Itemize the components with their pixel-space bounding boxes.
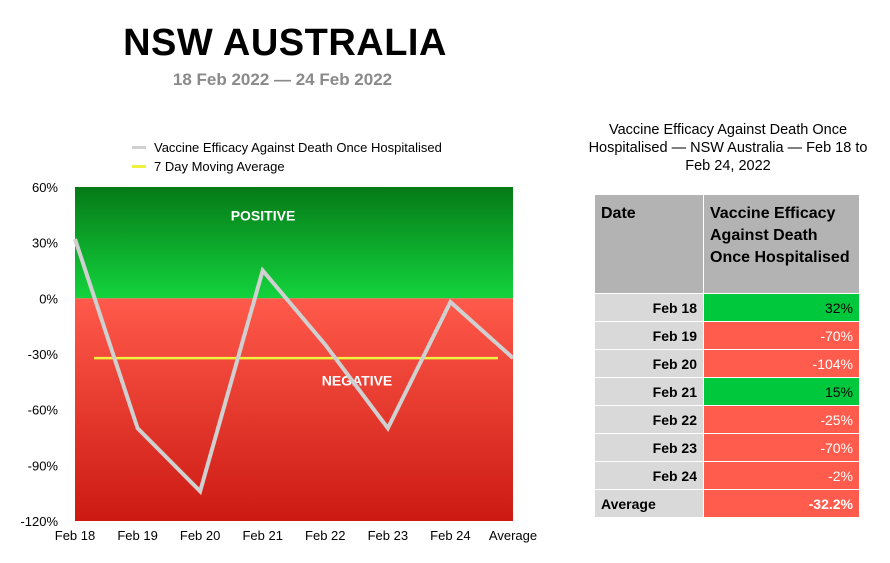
x-tick-label: Average [489,528,537,543]
legend-swatch-moving-average [132,165,146,168]
band-negative [75,298,513,521]
legend-label-efficacy: Vaccine Efficacy Against Death Once Hosp… [154,140,442,155]
legend-entry-efficacy: Vaccine Efficacy Against Death Once Hosp… [132,138,442,157]
band-positive [75,187,513,299]
average-label: Average [594,489,704,518]
row-efficacy-value: -104% [703,349,860,378]
row-date: Feb 24 [594,461,704,490]
table-row: Feb 23 -70% [594,433,860,462]
row-efficacy-value: -2% [703,461,860,490]
x-tick-label: Feb 21 [242,528,282,543]
header-date: Date [594,194,704,294]
table-header-row: Date Vaccine Efficacy Against Death Once… [594,194,860,294]
row-date: Feb 22 [594,405,704,434]
table-row: Feb 18 32% [594,293,860,322]
average-value: -32.2% [703,489,860,518]
y-tick-label: -60% [28,403,59,418]
row-efficacy-value: 32% [703,293,860,322]
efficacy-series-line [73,238,515,496]
x-tick-label: Feb 24 [430,528,470,543]
legend-entry-moving-average: 7 Day Moving Average [132,157,442,176]
y-tick-label: -90% [28,458,59,473]
row-efficacy-value: 15% [703,377,860,406]
table-average-row: Average -32.2% [594,489,860,518]
x-tick-label: Feb 20 [180,528,220,543]
table-title: Vaccine Efficacy Against Death Once Hosp… [588,122,868,174]
row-efficacy-value: -70% [703,433,860,462]
date-range-subtitle: 18 Feb 2022 — 24 Feb 2022 [172,70,393,89]
line-chart: POSITIVE NEGATIVE 60% 30% 0% -30% -60% -90% -120… [20,180,537,543]
x-tick-label: Feb 19 [117,528,157,543]
header-efficacy: Vaccine Efficacy Against Death Once Hosp… [703,194,860,294]
y-tick-label: -30% [28,347,59,362]
row-date: Feb 19 [594,321,704,350]
chart-legend: Vaccine Efficacy Against Death Once Hosp… [132,138,442,176]
legend-swatch-efficacy [132,146,146,149]
y-tick-label: 0% [39,291,58,306]
row-efficacy-value: -25% [703,405,860,434]
row-date: Feb 23 [594,433,704,462]
x-tick-label: Feb 23 [368,528,408,543]
row-date: Feb 21 [594,377,704,406]
y-tick-label: 60% [32,180,58,195]
row-date: Feb 18 [594,293,704,322]
row-date: Feb 20 [594,349,704,378]
table-row: Feb 20 -104% [594,349,860,378]
y-tick-label: -120% [20,514,58,529]
table-row: Feb 21 15% [594,377,860,406]
efficacy-table: Date Vaccine Efficacy Against Death Once… [594,194,860,518]
band-label-positive: POSITIVE [231,207,296,223]
y-tick-label: 30% [32,236,58,251]
page-title: NSW AUSTRALIA [123,22,447,64]
legend-label-moving-average: 7 Day Moving Average [154,159,285,174]
x-tick-label: Feb 18 [55,528,95,543]
x-tick-label: Feb 22 [305,528,345,543]
table-row: Feb 22 -25% [594,405,860,434]
table-row: Feb 24 -2% [594,461,860,490]
table-row: Feb 19 -70% [594,321,860,350]
band-label-negative: NEGATIVE [322,373,393,389]
row-efficacy-value: -70% [703,321,860,350]
